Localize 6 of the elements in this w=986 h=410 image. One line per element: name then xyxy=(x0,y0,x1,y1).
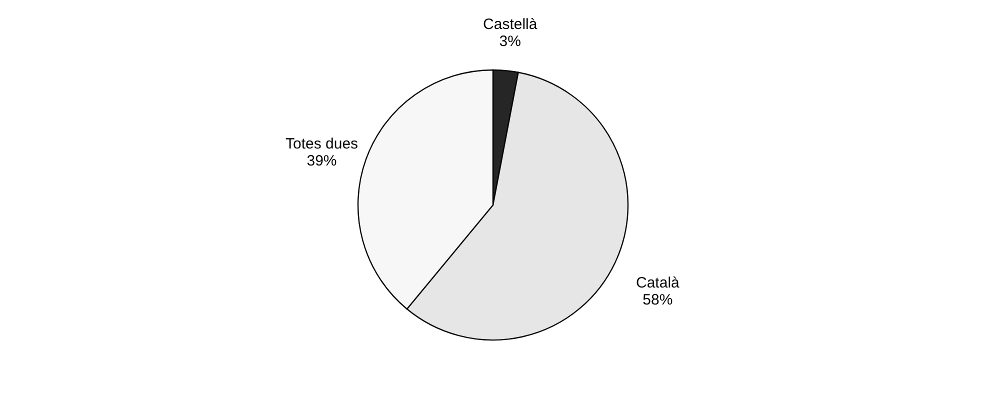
slice-label: Català xyxy=(636,274,680,292)
data-label: 3% xyxy=(499,32,521,50)
slice-label: Castellà xyxy=(483,16,538,33)
data-label: 58% xyxy=(642,291,673,308)
slice-label: Totes dues xyxy=(285,135,358,152)
data-label: 39% xyxy=(306,152,337,170)
